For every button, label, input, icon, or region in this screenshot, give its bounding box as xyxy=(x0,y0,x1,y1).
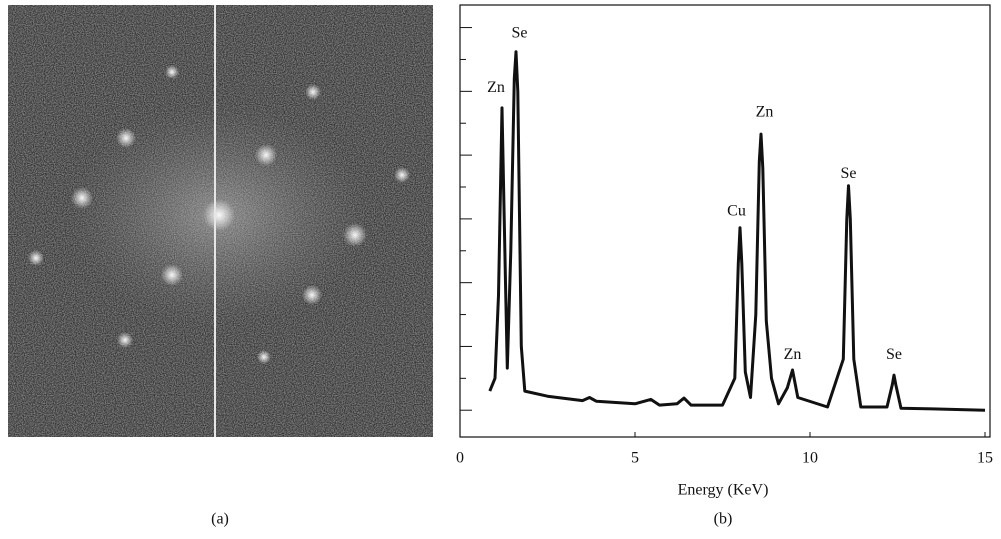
peak-label: Zn xyxy=(784,346,802,363)
peak-label: Cu xyxy=(727,203,746,220)
x-tick-label: 0 xyxy=(456,450,464,467)
x-tick-label: 10 xyxy=(802,450,818,467)
peak-label: Se xyxy=(512,25,528,42)
panel-label: (a) xyxy=(211,511,229,528)
x-tick-label: 15 xyxy=(977,450,993,467)
fft-image xyxy=(8,5,433,437)
panel-label: (b) xyxy=(714,511,733,528)
peak-label: Se xyxy=(886,346,902,363)
x-tick-label: 5 xyxy=(631,450,639,467)
peak-label: Zn xyxy=(487,79,505,96)
peak-label: Zn xyxy=(756,104,774,121)
spectrum-line xyxy=(488,50,986,412)
peak-label: Se xyxy=(841,165,857,182)
x-axis-label: Energy (KeV) xyxy=(678,482,769,499)
plot-frame xyxy=(459,4,991,438)
